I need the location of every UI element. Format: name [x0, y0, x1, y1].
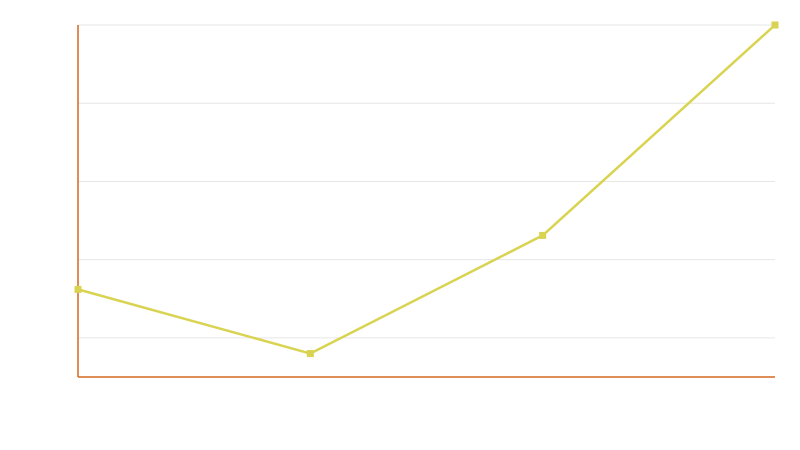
series-layer [74, 21, 779, 358]
series-line [76, 23, 777, 355]
data-point-marker [306, 350, 314, 358]
data-point-marker [771, 21, 779, 29]
axis-layer [77, 25, 775, 378]
data-point-marker [539, 231, 547, 239]
grid-layer [78, 24, 775, 339]
data-point-marker [74, 285, 82, 293]
